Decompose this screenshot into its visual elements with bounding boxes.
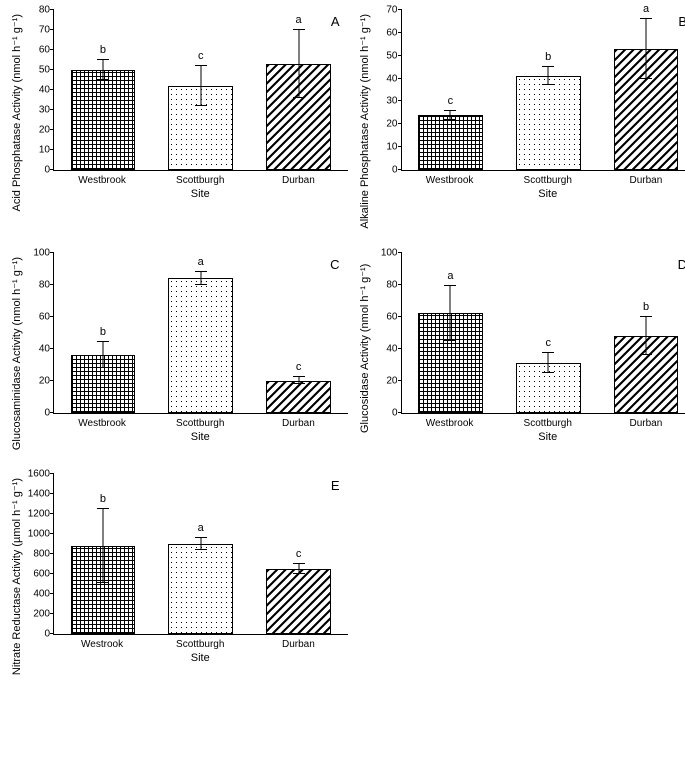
x-tick-label: Scottburgh	[168, 418, 233, 429]
bar	[516, 76, 581, 170]
y-tick-label: 20	[372, 375, 398, 386]
significance-letter: b	[100, 44, 106, 56]
y-tick-label: 10	[372, 142, 398, 153]
y-tick-label: 600	[24, 568, 50, 579]
y-tick-label: 30	[372, 96, 398, 107]
bar	[418, 115, 483, 170]
significance-letter: a	[198, 256, 204, 268]
y-tick-label: 60	[372, 311, 398, 322]
y-tick-label: 1200	[24, 508, 50, 519]
y-axis-label: Alkaline Phosphatase Activity (nmol h⁻¹ …	[358, 10, 371, 233]
significance-letter: c	[448, 95, 454, 107]
x-tick-label: Scottburgh	[168, 175, 233, 186]
y-tick-label: 1600	[24, 468, 50, 479]
significance-letter: c	[198, 50, 204, 62]
x-tick-label: Durban	[266, 639, 331, 650]
y-tick-label: 60	[24, 311, 50, 322]
y-axis-label: Acid Phosphatase Activity (nmol h⁻¹ g⁻¹)	[10, 10, 23, 215]
y-tick-label: 0	[24, 407, 50, 418]
y-tick-label: 100	[24, 247, 50, 258]
bar	[168, 544, 233, 634]
x-tick-label: Scottburgh	[168, 639, 233, 650]
bar	[266, 381, 331, 413]
panel-C: CGlucosaminidase Activity (nmol h⁻¹ g⁻¹)…	[10, 253, 348, 454]
y-tick-label: 40	[372, 73, 398, 84]
x-tick-label: Westrook	[70, 639, 135, 650]
y-tick-label: 400	[24, 588, 50, 599]
x-axis-label: Site	[53, 431, 348, 443]
significance-letter: a	[198, 522, 204, 534]
panel-D: DGlucosidase Activity (nmol h⁻¹ g⁻¹)0204…	[358, 253, 685, 454]
x-tick-label: Westbrook	[70, 418, 135, 429]
bar	[168, 278, 233, 412]
significance-letter: b	[100, 326, 106, 338]
significance-letter: c	[545, 337, 551, 349]
y-axis-label: Glucosidase Activity (nmol h⁻¹ g⁻¹)	[358, 253, 371, 443]
significance-letter: b	[643, 301, 649, 313]
y-tick-label: 80	[24, 279, 50, 290]
x-axis-label: Site	[53, 188, 348, 200]
y-tick-label: 0	[372, 407, 398, 418]
y-tick-label: 1000	[24, 528, 50, 539]
x-tick-label: Durban	[266, 418, 331, 429]
bar	[266, 569, 331, 634]
x-tick-label: Scottburgh	[515, 418, 580, 429]
significance-letter: a	[643, 3, 649, 15]
bar	[71, 70, 136, 170]
y-tick-label: 30	[24, 105, 50, 116]
x-tick-label: Scottburgh	[515, 175, 580, 186]
significance-letter: c	[296, 548, 302, 560]
x-tick-label: Durban	[614, 175, 679, 186]
y-tick-label: 0	[24, 628, 50, 639]
chart-grid: AAcid Phosphatase Activity (nmol h⁻¹ g⁻¹…	[10, 10, 685, 679]
x-tick-label: Westbrook	[417, 175, 482, 186]
panel-B: BAlkaline Phosphatase Activity (nmol h⁻¹…	[358, 10, 685, 233]
y-tick-label: 60	[24, 45, 50, 56]
y-axis-label: Nitrate Reductase Activity (µmol h⁻¹ g⁻¹…	[10, 474, 23, 679]
y-tick-label: 70	[24, 25, 50, 36]
y-tick-label: 50	[24, 65, 50, 76]
y-tick-label: 70	[372, 5, 398, 16]
x-tick-label: Westbrook	[417, 418, 482, 429]
significance-letter: c	[296, 361, 302, 373]
x-tick-label: Durban	[614, 418, 679, 429]
significance-letter: b	[545, 51, 551, 63]
y-tick-label: 40	[24, 85, 50, 96]
significance-letter: a	[296, 14, 302, 26]
x-tick-label: Durban	[266, 175, 331, 186]
y-tick-label: 800	[24, 548, 50, 559]
plot-area: 02004006008001000120014001600bac	[53, 474, 348, 635]
y-tick-label: 0	[24, 165, 50, 176]
plot-area: 010203040506070cba	[401, 10, 685, 171]
plot-area: 020406080100acb	[401, 253, 685, 414]
x-axis-label: Site	[401, 431, 685, 443]
significance-letter: a	[447, 270, 453, 282]
y-tick-label: 80	[372, 279, 398, 290]
panel-E: ENitrate Reductase Activity (µmol h⁻¹ g⁻…	[10, 474, 348, 679]
y-tick-label: 40	[372, 343, 398, 354]
y-tick-label: 60	[372, 27, 398, 38]
y-tick-label: 200	[24, 608, 50, 619]
y-tick-label: 100	[372, 247, 398, 258]
y-tick-label: 10	[24, 145, 50, 156]
panel-A: AAcid Phosphatase Activity (nmol h⁻¹ g⁻¹…	[10, 10, 348, 233]
x-tick-label: Westbrook	[70, 175, 135, 186]
x-axis-label: Site	[401, 188, 685, 200]
y-tick-label: 20	[372, 119, 398, 130]
plot-area: 020406080100bac	[53, 253, 348, 414]
y-axis-label: Glucosaminidase Activity (nmol h⁻¹ g⁻¹)	[10, 253, 23, 454]
y-tick-label: 80	[24, 5, 50, 16]
y-tick-label: 50	[372, 50, 398, 61]
y-tick-label: 1400	[24, 488, 50, 499]
y-tick-label: 20	[24, 125, 50, 136]
plot-area: 01020304050607080bca	[53, 10, 348, 171]
y-tick-label: 0	[372, 165, 398, 176]
y-tick-label: 20	[24, 375, 50, 386]
y-tick-label: 40	[24, 343, 50, 354]
significance-letter: b	[100, 493, 106, 505]
x-axis-label: Site	[53, 652, 348, 664]
